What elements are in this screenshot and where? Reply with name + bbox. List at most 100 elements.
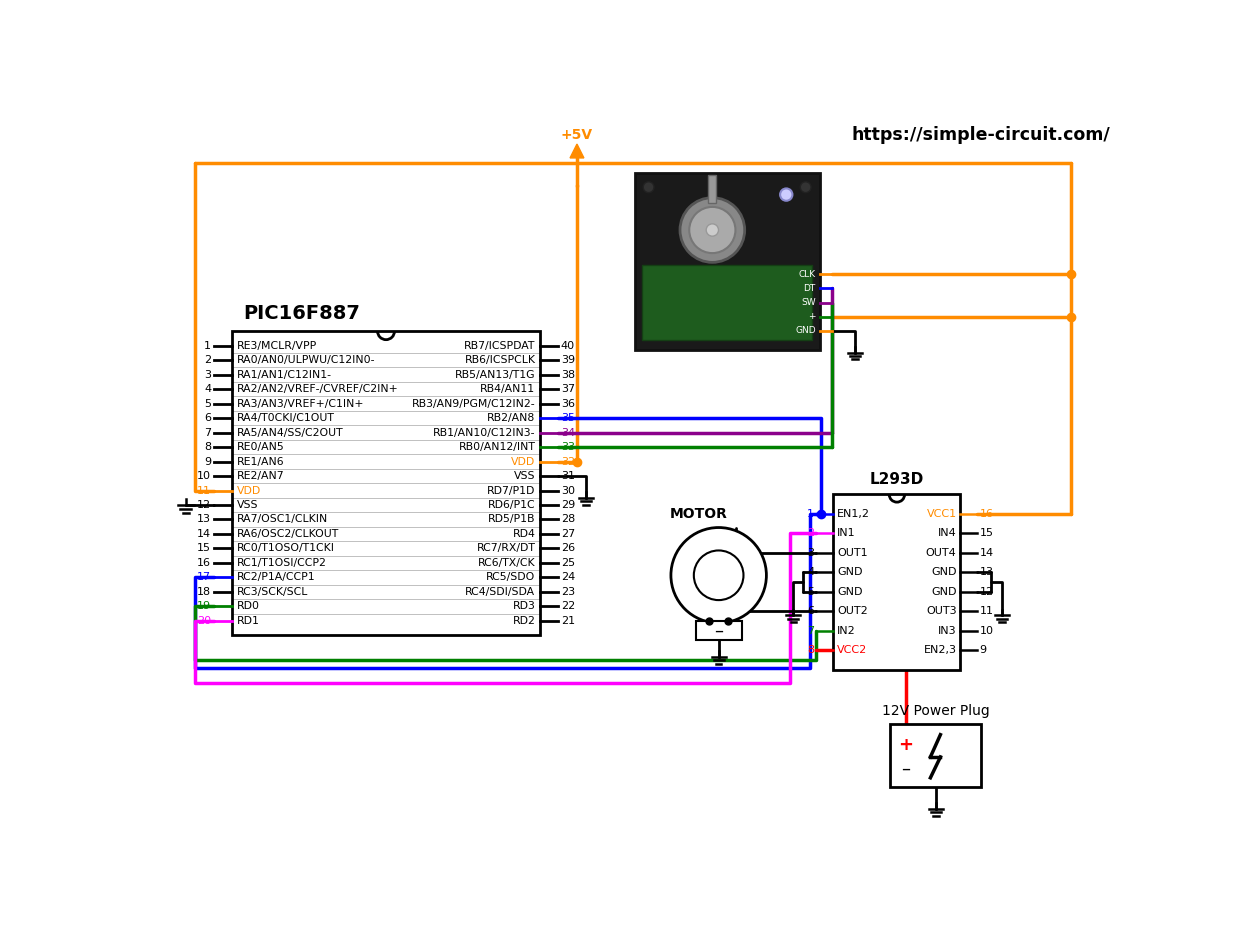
Text: 36: 36: [561, 398, 574, 409]
Text: RA2/AN2/VREF-/CVREF/C2IN+: RA2/AN2/VREF-/CVREF/C2IN+: [237, 384, 399, 395]
Text: RB2/AN8: RB2/AN8: [487, 413, 536, 423]
Text: RB1/AN10/C12IN3-: RB1/AN10/C12IN3-: [432, 428, 536, 438]
Circle shape: [643, 182, 654, 193]
Text: GND: GND: [837, 587, 862, 597]
Bar: [834, 495, 961, 670]
Text: +: +: [898, 736, 913, 754]
Text: GND: GND: [931, 587, 957, 597]
Circle shape: [780, 189, 792, 201]
Text: GND: GND: [837, 567, 862, 578]
Text: RD0: RD0: [237, 601, 259, 612]
Text: RD5/P1B: RD5/P1B: [488, 514, 536, 525]
Text: RA6/OSC2/CLKOUT: RA6/OSC2/CLKOUT: [237, 529, 339, 539]
Text: RA3/AN3/VREF+/C1IN+: RA3/AN3/VREF+/C1IN+: [237, 398, 364, 409]
Text: 28: 28: [561, 514, 576, 525]
Text: OUT4: OUT4: [926, 548, 957, 558]
Text: 11: 11: [979, 606, 994, 616]
Text: 29: 29: [561, 500, 576, 510]
Circle shape: [670, 528, 766, 623]
Text: RD2: RD2: [512, 615, 536, 626]
Text: 37: 37: [561, 384, 574, 395]
Text: 4: 4: [807, 567, 814, 578]
Text: 16: 16: [197, 558, 212, 568]
Text: 21: 21: [561, 615, 574, 626]
Text: PIC16F887: PIC16F887: [243, 304, 360, 323]
Text: L293D: L293D: [870, 472, 925, 487]
Text: 17: 17: [197, 572, 212, 582]
Text: VCC1: VCC1: [927, 509, 957, 519]
Text: 5: 5: [807, 587, 814, 597]
Text: 9: 9: [979, 646, 987, 655]
Text: 15: 15: [197, 544, 212, 553]
Text: 2: 2: [807, 529, 814, 538]
Text: RD1: RD1: [237, 615, 259, 626]
Text: 34: 34: [561, 428, 574, 438]
Text: 6: 6: [807, 606, 814, 616]
Text: +: +: [809, 312, 816, 321]
Text: 31: 31: [561, 471, 574, 481]
Text: 3: 3: [807, 548, 814, 558]
Text: OUT2: OUT2: [837, 606, 868, 616]
Text: 39: 39: [561, 355, 574, 365]
Text: 8: 8: [204, 442, 212, 452]
Text: 27: 27: [561, 529, 576, 539]
Text: EN2,3: EN2,3: [923, 646, 957, 655]
Text: EN1,2: EN1,2: [837, 509, 870, 519]
Text: 4: 4: [204, 384, 212, 395]
Text: IN1: IN1: [837, 529, 856, 538]
Text: RC0/T1OSO/T1CKI: RC0/T1OSO/T1CKI: [237, 544, 335, 553]
Text: 9: 9: [204, 457, 212, 466]
Text: 16: 16: [979, 509, 994, 519]
Text: 15: 15: [979, 529, 994, 538]
Text: RA7/OSC1/CLKIN: RA7/OSC1/CLKIN: [237, 514, 328, 525]
Bar: [232, 331, 540, 635]
Text: IN2: IN2: [837, 626, 856, 636]
Text: 13: 13: [197, 514, 212, 525]
Circle shape: [689, 207, 735, 253]
Text: GND: GND: [795, 327, 816, 335]
Text: RC7/RX/DT: RC7/RX/DT: [476, 544, 536, 553]
Text: 32: 32: [561, 457, 574, 466]
Text: 26: 26: [561, 544, 574, 553]
Text: 7: 7: [807, 626, 814, 636]
Text: https://simple-circuit.com/: https://simple-circuit.com/: [852, 126, 1110, 143]
Text: 14: 14: [979, 548, 994, 558]
Text: 12V Power Plug: 12V Power Plug: [882, 703, 989, 717]
Bar: [891, 724, 982, 787]
Text: 25: 25: [561, 558, 574, 568]
Text: 30: 30: [561, 485, 574, 496]
Text: 2: 2: [204, 355, 212, 365]
Text: VDD: VDD: [237, 485, 260, 496]
Text: 35: 35: [561, 413, 574, 423]
Text: RB7/ICSPDAT: RB7/ICSPDAT: [464, 341, 536, 350]
Text: 24: 24: [561, 572, 576, 582]
Text: 10: 10: [197, 471, 212, 481]
Text: 8: 8: [807, 646, 814, 655]
Text: RC4/SDI/SDA: RC4/SDI/SDA: [465, 587, 536, 597]
Text: 22: 22: [561, 601, 576, 612]
Text: RC1/T1OSI/CCP2: RC1/T1OSI/CCP2: [237, 558, 326, 568]
Text: RA0/AN0/ULPWU/C12IN0-: RA0/AN0/ULPWU/C12IN0-: [237, 355, 375, 365]
Text: RD4: RD4: [512, 529, 536, 539]
Text: 33: 33: [561, 442, 574, 452]
Text: RE1/AN6: RE1/AN6: [237, 457, 284, 466]
Text: 40: 40: [561, 341, 574, 350]
Text: 13: 13: [979, 567, 994, 578]
Text: RB3/AN9/PGM/C12IN2-: RB3/AN9/PGM/C12IN2-: [411, 398, 536, 409]
Text: RB4/AN11: RB4/AN11: [480, 384, 536, 395]
Text: GND: GND: [931, 567, 957, 578]
Text: VDD: VDD: [511, 457, 536, 466]
Text: RB6/ICSPCLK: RB6/ICSPCLK: [465, 355, 536, 365]
Text: RC3/SCK/SCL: RC3/SCK/SCL: [237, 587, 308, 597]
Text: 12: 12: [979, 587, 994, 597]
Text: –: –: [901, 760, 911, 778]
Text: RA5/AN4/SS/C2OUT: RA5/AN4/SS/C2OUT: [237, 428, 343, 438]
Text: 10: 10: [979, 626, 994, 636]
Text: 1: 1: [204, 341, 212, 350]
Text: 12: 12: [197, 500, 212, 510]
Text: VSS: VSS: [513, 471, 536, 481]
Text: RB5/AN13/T1G: RB5/AN13/T1G: [455, 370, 536, 379]
Text: 38: 38: [561, 370, 574, 379]
Circle shape: [800, 182, 811, 193]
Circle shape: [680, 197, 745, 262]
